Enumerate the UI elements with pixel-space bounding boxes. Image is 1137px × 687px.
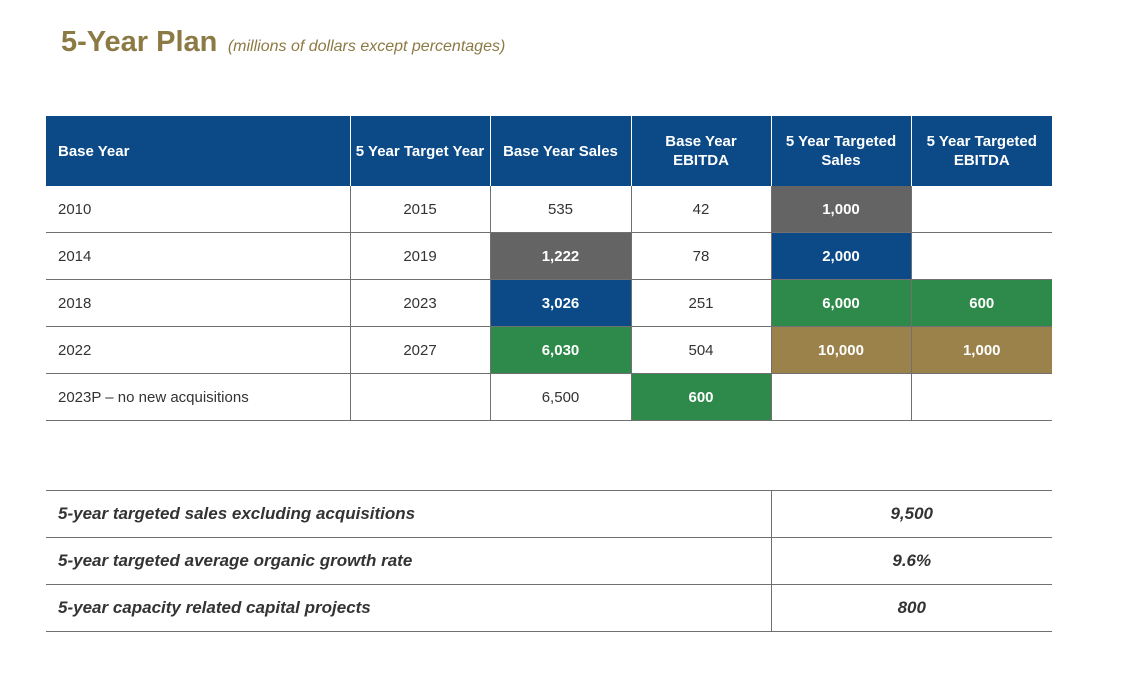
five-year-plan-table: Base Year 5 Year Target Year Base Year S… [46, 116, 1052, 421]
cell-base-sales: 6,030 [489, 326, 631, 374]
cell-base-year: 2010 [46, 186, 350, 233]
cell-base-sales: 1,222 [489, 232, 631, 280]
cell-targeted-sales: 1,000 [770, 186, 911, 233]
table-row: 2014 2019 1,222 78 2,000 [46, 232, 1052, 280]
table-header-row: Base Year 5 Year Target Year Base Year S… [46, 116, 1052, 186]
cell-base-sales: 6,500 [489, 373, 631, 421]
header-base-year: Base Year [46, 116, 350, 186]
summary-value: 9.6% [770, 537, 1052, 585]
cell-targeted-ebitda [910, 232, 1052, 280]
cell-base-year: 2014 [46, 232, 350, 280]
summary-row: 5-year targeted sales excluding acquisit… [46, 490, 1052, 538]
summary-table: 5-year targeted sales excluding acquisit… [46, 490, 1052, 632]
cell-base-sales: 535 [489, 186, 631, 233]
summary-label: 5-year capacity related capital projects [46, 584, 771, 632]
cell-targeted-sales: 2,000 [770, 232, 911, 280]
header-target-year: 5 Year Target Year [349, 116, 490, 186]
summary-label: 5-year targeted sales excluding acquisit… [46, 490, 771, 538]
table-row: 2018 2023 3,026 251 6,000 600 [46, 279, 1052, 327]
table-row: 2023P – no new acquisitions 6,500 600 [46, 373, 1052, 421]
cell-target-year [349, 373, 490, 421]
cell-base-ebitda: 504 [630, 326, 771, 374]
header-targeted-ebitda: 5 Year Targeted EBITDA [910, 116, 1052, 186]
cell-base-ebitda: 251 [630, 279, 771, 327]
table-row: 2022 2027 6,030 504 10,000 1,000 [46, 326, 1052, 374]
summary-value: 800 [770, 584, 1052, 632]
cell-targeted-ebitda [910, 373, 1052, 421]
cell-base-ebitda: 42 [630, 186, 771, 233]
cell-targeted-ebitda: 1,000 [910, 326, 1052, 374]
cell-base-year: 2018 [46, 279, 350, 327]
cell-base-year: 2023P – no new acquisitions [46, 373, 350, 421]
summary-value: 9,500 [770, 490, 1052, 538]
header-base-ebitda: Base Year EBITDA [630, 116, 771, 186]
summary-label: 5-year targeted average organic growth r… [46, 537, 771, 585]
cell-target-year: 2027 [349, 326, 490, 374]
table-row: 2010 2015 535 42 1,000 [46, 186, 1052, 233]
header-targeted-sales: 5 Year Targeted Sales [770, 116, 911, 186]
page-header: 5-Year Plan (millions of dollars except … [61, 26, 505, 59]
summary-row: 5-year targeted average organic growth r… [46, 537, 1052, 585]
cell-targeted-sales [770, 373, 911, 421]
cell-base-year: 2022 [46, 326, 350, 374]
cell-target-year: 2015 [349, 186, 490, 233]
page-title: 5-Year Plan [61, 26, 218, 58]
cell-targeted-ebitda [910, 186, 1052, 233]
cell-targeted-sales: 10,000 [770, 326, 911, 374]
summary-row: 5-year capacity related capital projects… [46, 584, 1052, 632]
cell-target-year: 2019 [349, 232, 490, 280]
header-base-sales: Base Year Sales [489, 116, 631, 186]
cell-target-year: 2023 [349, 279, 490, 327]
cell-targeted-ebitda: 600 [910, 279, 1052, 327]
page-subtitle: (millions of dollars except percentages) [227, 38, 506, 55]
cell-base-ebitda: 600 [630, 373, 771, 421]
cell-base-ebitda: 78 [630, 232, 771, 280]
cell-targeted-sales: 6,000 [770, 279, 911, 327]
cell-base-sales: 3,026 [489, 279, 631, 327]
